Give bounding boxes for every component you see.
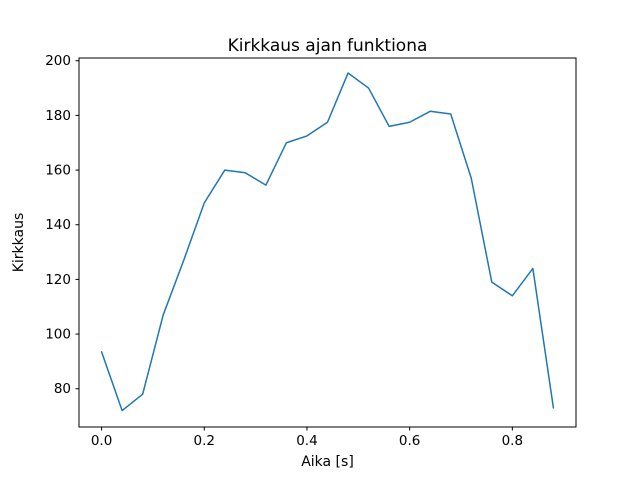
axes-spines (78, 57, 577, 428)
axes-box (78, 57, 577, 428)
data-line-group (100, 72, 555, 412)
x-tick-label: 0.4 (296, 433, 317, 449)
y-tick-label: 100 (45, 327, 71, 343)
x-axis-label: Aika [s] (301, 454, 354, 470)
x-tick-label: 0.2 (194, 433, 215, 449)
y-tick-label: 160 (45, 163, 71, 179)
y-tick-label: 200 (45, 53, 71, 69)
y-tick-label: 120 (45, 272, 71, 288)
y-tick-label: 80 (54, 381, 71, 397)
x-axis-ticks: 0.0 0.2 0.4 0.6 0.8 (91, 427, 523, 449)
y-tick-label: 140 (45, 217, 71, 233)
x-tick-label: 0.6 (399, 433, 420, 449)
y-axis-label: Kirkkaus (11, 213, 27, 273)
chart-title: Kirkkaus ajan funktiona (228, 36, 428, 56)
x-tick-label: 0.0 (91, 433, 112, 449)
x-tick-label: 0.8 (502, 433, 523, 449)
y-axis-ticks: 80 100 120 140 160 180 200 (45, 53, 79, 397)
plot-area (79, 58, 576, 427)
data-line (100, 72, 555, 412)
y-tick-label: 180 (45, 108, 71, 124)
